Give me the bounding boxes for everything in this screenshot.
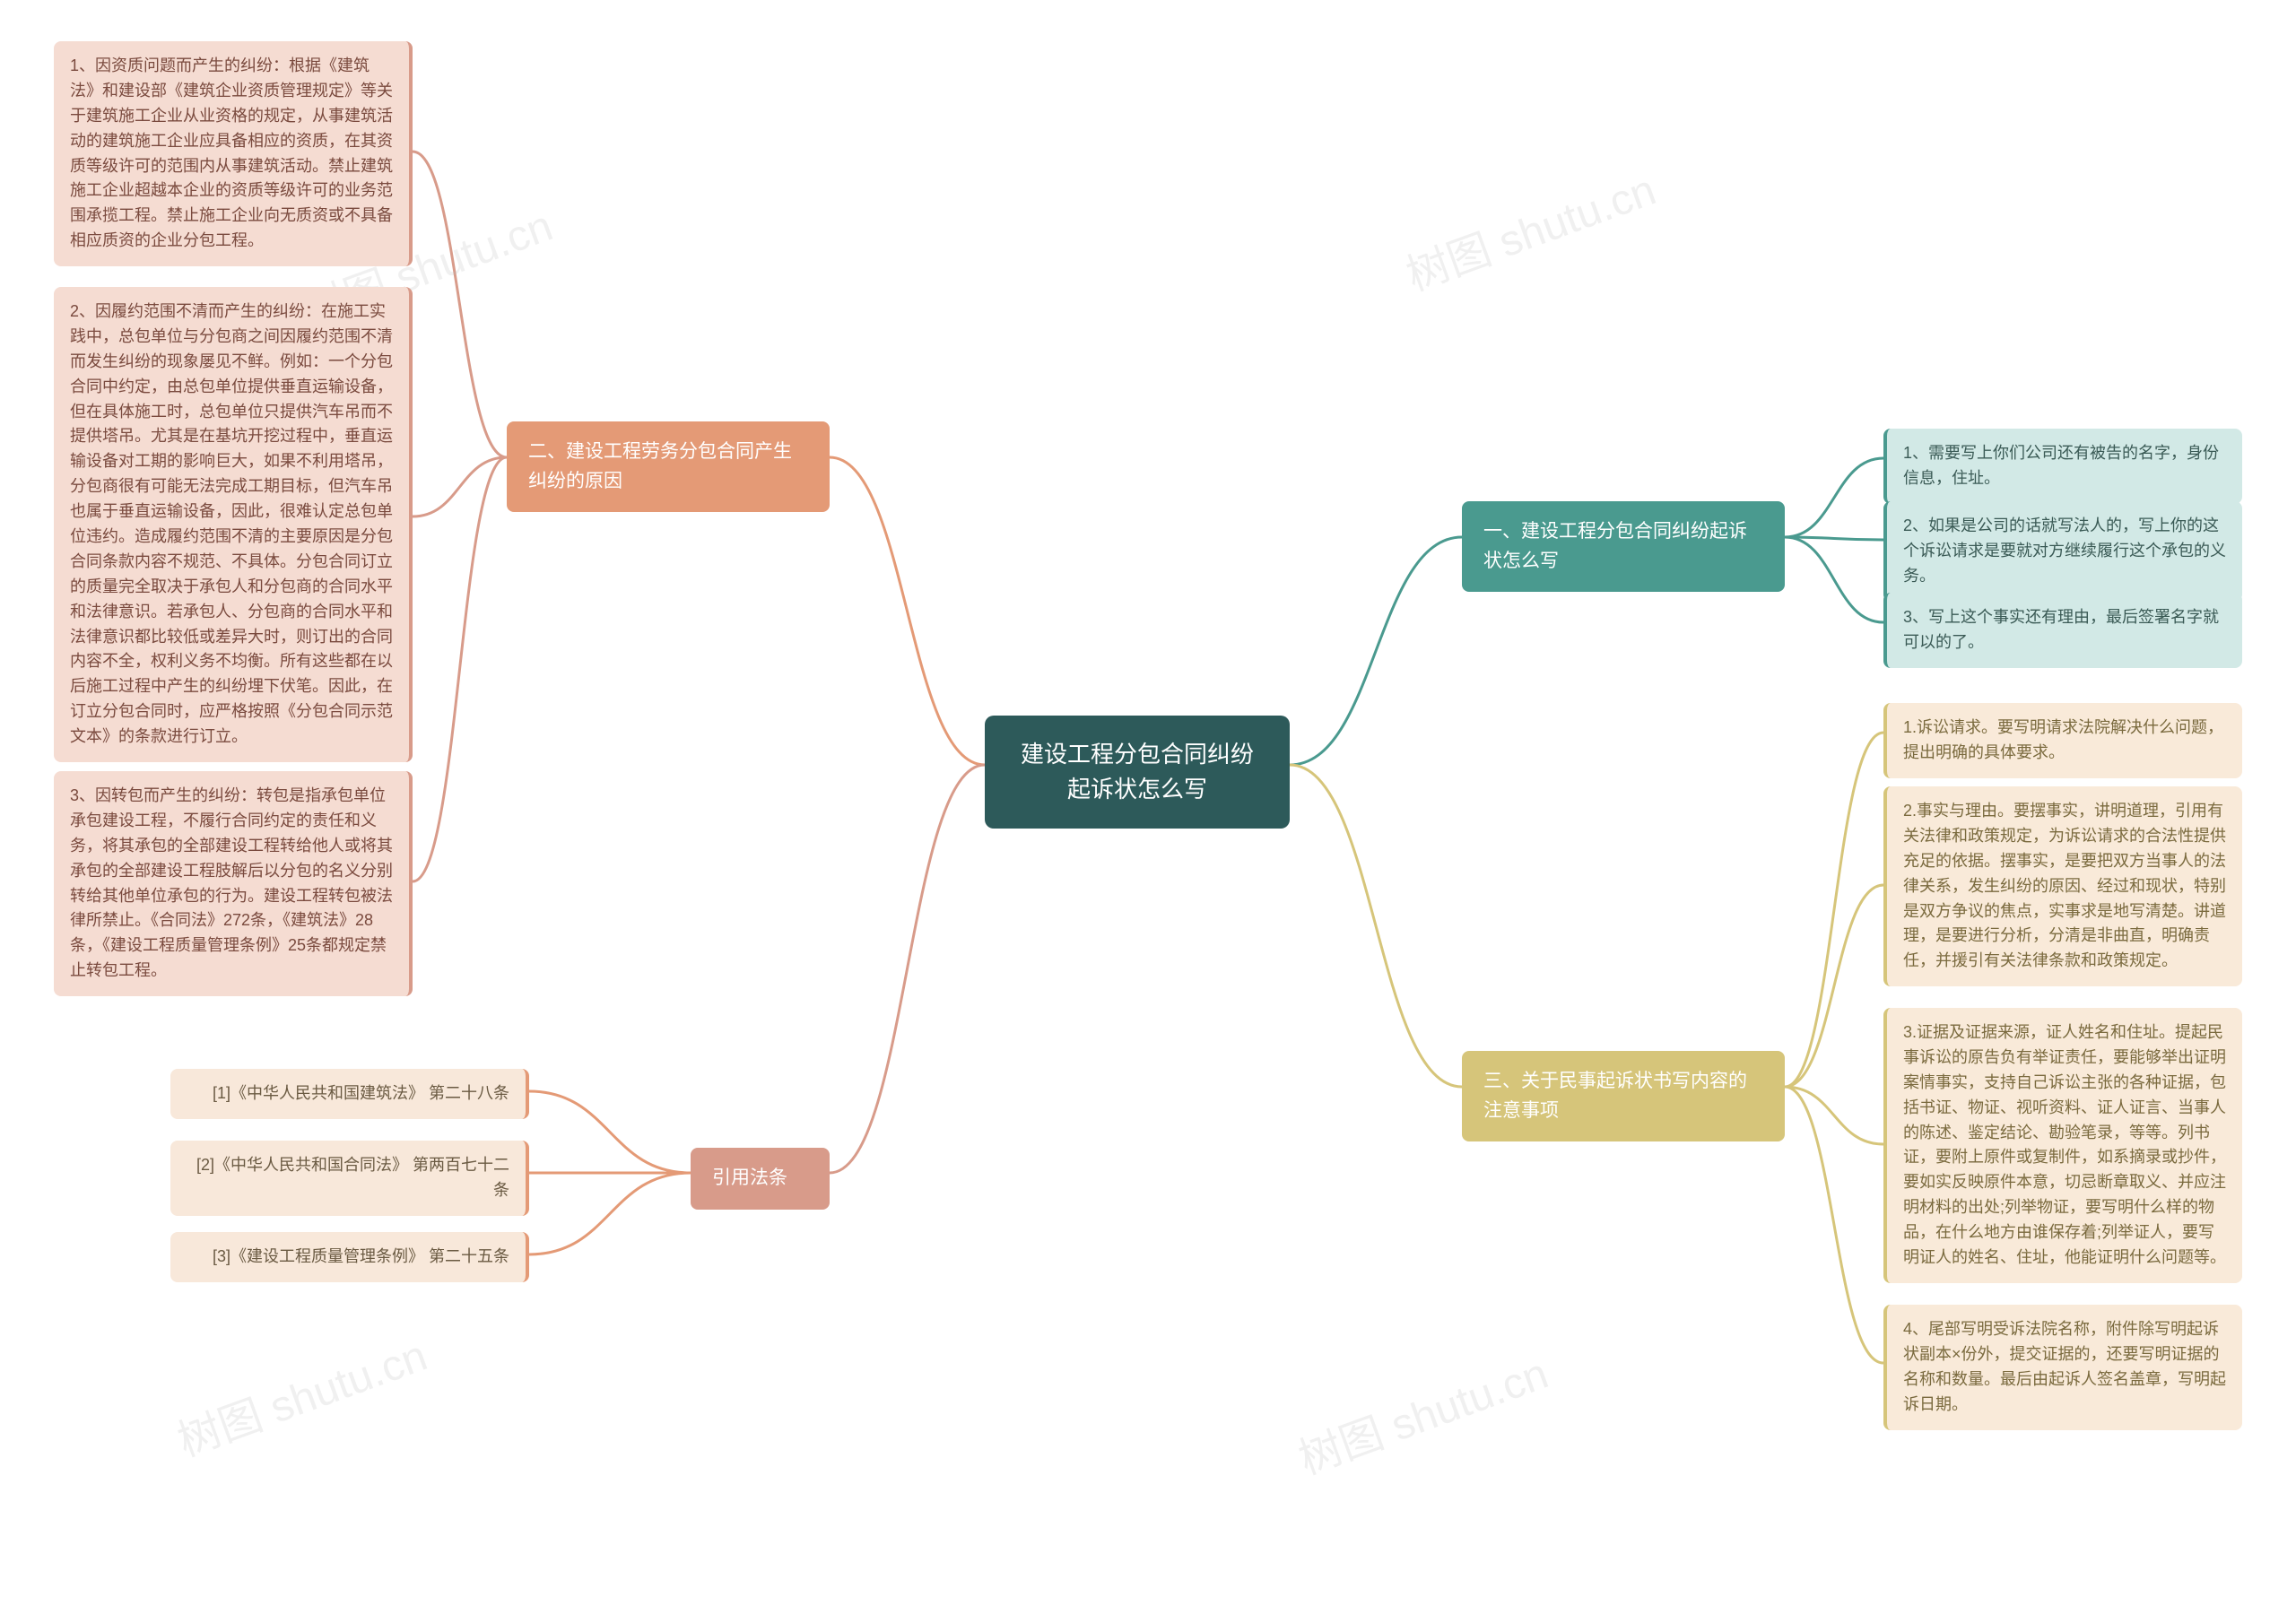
watermark: 树图 shutu.cn: [1289, 1338, 1555, 1486]
leaf-node: 2、如果是公司的话就写法人的，写上你的这个诉讼请求是要就对方继续履行这个承包的义…: [1883, 501, 2242, 602]
root-node: 建设工程分包合同纠纷起诉状怎么写: [985, 716, 1290, 829]
leaf-node: [2]《中华人民共和国合同法》 第两百七十二条: [170, 1141, 529, 1216]
leaf-node: 4、尾部写明受诉法院名称，附件除写明起诉状副本×份外，提交证据的，还要写明证据的…: [1883, 1305, 2242, 1430]
leaf-node: [1]《中华人民共和国建筑法》 第二十八条: [170, 1069, 529, 1119]
branch-node: 三、关于民事起诉状书写内容的注意事项: [1462, 1051, 1785, 1141]
leaf-node: 2.事实与理由。要摆事实，讲明道理，引用有关法律和政策规定，为诉讼请求的合法性提…: [1883, 786, 2242, 986]
branch-node: 一、建设工程分包合同纠纷起诉状怎么写: [1462, 501, 1785, 592]
watermark: 树图 shutu.cn: [168, 1320, 434, 1468]
leaf-node: 3、写上这个事实还有理由，最后签署名字就可以的了。: [1883, 593, 2242, 668]
leaf-node: 1、需要写上你们公司还有被告的名字，身份信息，住址。: [1883, 429, 2242, 504]
leaf-node: 2、因履约范围不清而产生的纠纷：在施工实践中，总包单位与分包商之间因履约范围不清…: [54, 287, 413, 762]
branch-node: 二、建设工程劳务分包合同产生纠纷的原因: [507, 421, 830, 512]
leaf-node: 1、因资质问题而产生的纠纷：根据《建筑法》和建设部《建筑企业资质管理规定》等关于…: [54, 41, 413, 266]
mindmap-canvas: 树图 shutu.cn树图 shutu.cn树图 shutu.cn树图 shut…: [0, 0, 2296, 1623]
watermark: 树图 shutu.cn: [1396, 154, 1663, 302]
leaf-node: [3]《建设工程质量管理条例》 第二十五条: [170, 1232, 529, 1282]
leaf-node: 1.诉讼请求。要写明请求法院解决什么问题，提出明确的具体要求。: [1883, 703, 2242, 778]
leaf-node: 3.证据及证据来源，证人姓名和住址。提起民事诉讼的原告负有举证责任，要能够举出证…: [1883, 1008, 2242, 1283]
leaf-node: 3、因转包而产生的纠纷：转包是指承包单位承包建设工程，不履行合同约定的责任和义务…: [54, 771, 413, 996]
branch-node: 引用法条: [691, 1148, 830, 1210]
